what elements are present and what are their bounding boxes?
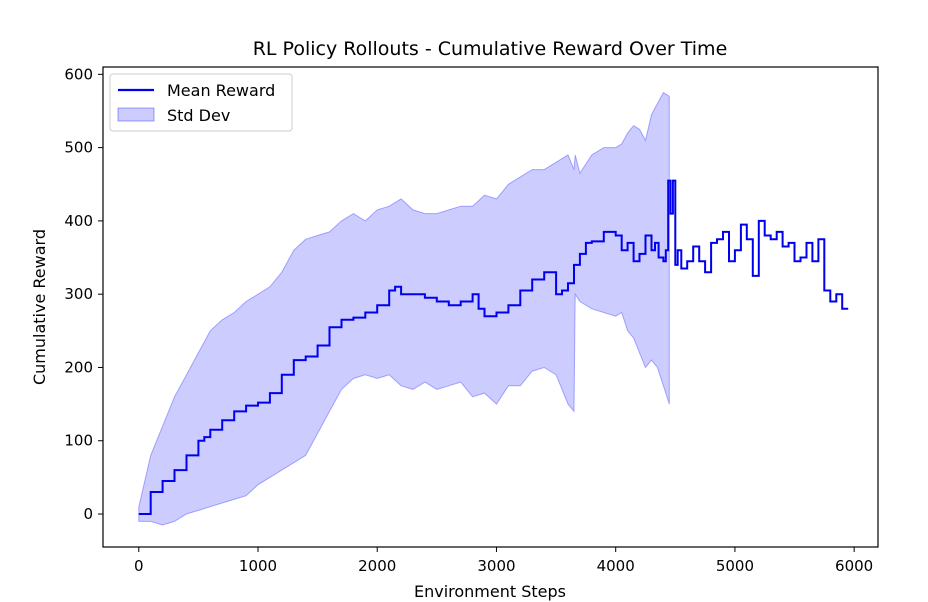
chart-title: RL Policy Rollouts - Cumulative Reward O… bbox=[253, 38, 728, 60]
legend-mean-reward-label: Mean Reward bbox=[167, 81, 275, 100]
x-tick-label: 3000 bbox=[477, 557, 515, 575]
x-tick-label: 4000 bbox=[597, 557, 635, 575]
y-tick-label: 500 bbox=[64, 139, 93, 157]
y-tick-label: 200 bbox=[64, 358, 93, 376]
std-dev-band-layer bbox=[138, 91, 670, 526]
y-tick-label: 300 bbox=[64, 285, 93, 303]
legend-std-dev-label: Std Dev bbox=[167, 106, 230, 125]
x-tick-label: 0 bbox=[134, 557, 144, 575]
legend-box bbox=[109, 73, 293, 132]
x-tick-label: 6000 bbox=[835, 557, 873, 575]
x-tick-label: 2000 bbox=[358, 557, 396, 575]
x-axis-ticks: 0 1000 2000 3000 4000 5000 6000 bbox=[134, 547, 873, 575]
x-tick-label: 5000 bbox=[716, 557, 754, 575]
std-dev-band bbox=[138, 91, 670, 526]
y-tick-label: 100 bbox=[64, 432, 93, 450]
legend-std-dev-swatch bbox=[117, 107, 155, 122]
y-tick-label: 400 bbox=[64, 212, 93, 230]
y-axis-label: Cumulative Reward bbox=[30, 229, 49, 385]
y-tick-label: 0 bbox=[83, 505, 93, 523]
mean-reward-line bbox=[138, 179, 849, 515]
x-axis-label: Environment Steps bbox=[414, 582, 566, 601]
y-tick-label: 600 bbox=[64, 65, 93, 83]
mean-reward-line-layer bbox=[138, 179, 849, 515]
x-tick-label: 1000 bbox=[239, 557, 277, 575]
legend: Mean Reward Std Dev bbox=[109, 73, 293, 132]
y-axis-ticks: 0 100 200 300 400 500 600 bbox=[64, 65, 103, 523]
plot-frame bbox=[102, 66, 879, 548]
